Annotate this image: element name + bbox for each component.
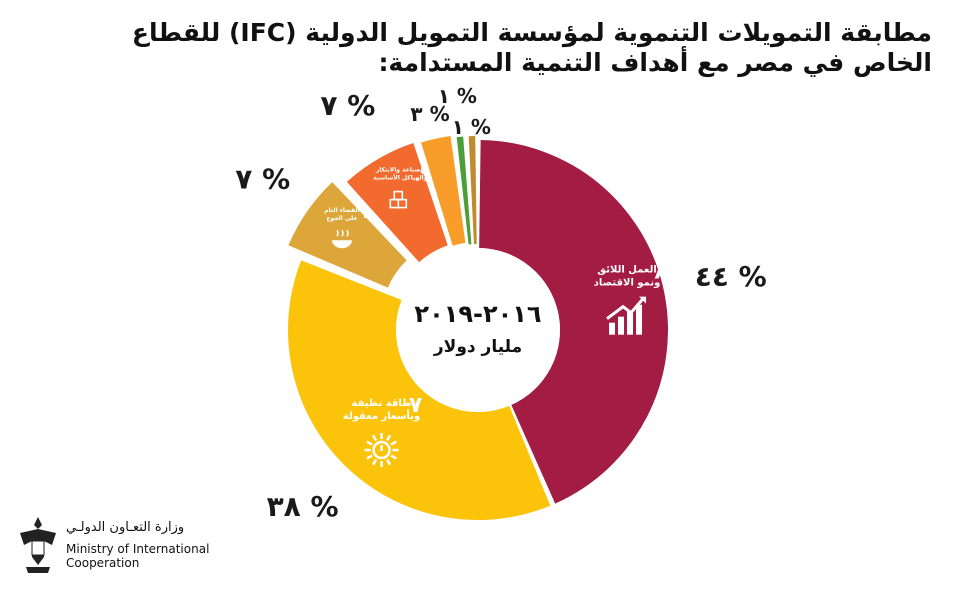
slice-4-goal-number: ٩ (421, 168, 428, 181)
center-years: ٢٠١٦-٢٠١٩ (414, 300, 541, 328)
slice-1-percent-label: ٤٤ % (695, 260, 767, 293)
slice-2-goal-number: ٧ (409, 393, 423, 418)
growth-bar-chart-icon (606, 296, 647, 335)
slice-1 (479, 140, 668, 504)
slice-2 (288, 260, 551, 520)
egypt-eagle-logo-icon (20, 517, 56, 573)
sun-power-icon (364, 433, 399, 468)
food-bowl-icon (331, 229, 352, 249)
slice-5-percent-label: ٣ % (410, 102, 449, 126)
slice-7-percent-label: ١ % (452, 115, 491, 139)
donut-hole (396, 248, 560, 412)
slice-2-goal-name-line-1: طاقة نظيفة (352, 398, 412, 409)
slice-3-percent-label: ٧ % (235, 163, 290, 196)
slice-2-goal-name-line-2: وبأسعار معقولة (343, 409, 420, 422)
slice-5 (421, 135, 466, 246)
page-title: مطابقة التمويلات التنموية لمؤسسة التمويل… (131, 18, 932, 77)
slice-3-goal-name-line-1: القضاء التام (324, 207, 359, 214)
icons-layer (331, 190, 647, 468)
slice-1-goal-number: ٨ (654, 260, 668, 285)
ministry-name-ar: وزارة التعـاون الدولـي (66, 520, 185, 535)
slice-3-goal-number: ٢ (363, 208, 370, 221)
slice-2-percent-label: ٣٨ % (267, 490, 339, 523)
slice-1-goal-name-line-1: العمل اللائق (597, 265, 656, 276)
center-unit: مليار دولار (433, 337, 522, 357)
slice-7 (468, 136, 477, 245)
slice-4-goal-name-line-2: والهياكل الأساسية (373, 174, 428, 182)
slice-4 (346, 143, 448, 263)
slice-4-percent-label: ٧ % (320, 89, 375, 122)
slice-3-goal-name-line-2: على الجوع (326, 215, 357, 222)
slice-1-goal-name-line-2: ونمو الاقتصاد (594, 278, 661, 289)
cubes-icon (389, 190, 408, 209)
slice-6-percent-label: ١ % (438, 84, 477, 108)
slice-6 (456, 136, 472, 245)
slice-4-goal-name-line-1: الصناعة والابتكار (375, 167, 425, 174)
slices-layer (288, 135, 668, 520)
ministry-name-en: Ministry of International Cooperation (66, 542, 210, 570)
